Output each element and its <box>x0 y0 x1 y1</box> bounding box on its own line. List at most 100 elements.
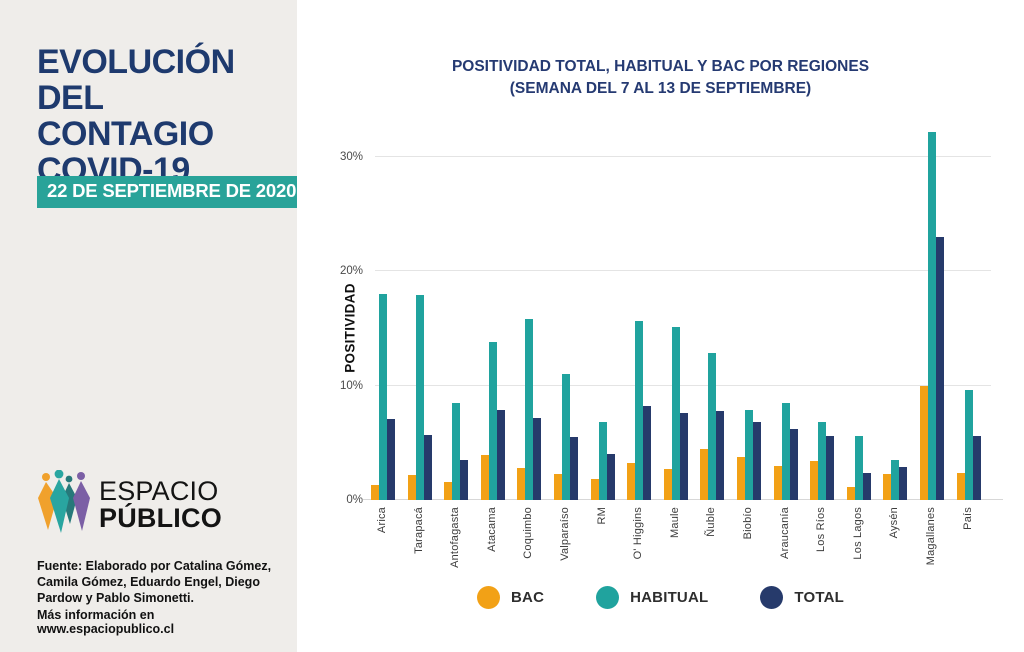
chart-title-line1: POSITIVIDAD TOTAL, HABITUAL Y BAC POR RE… <box>451 58 870 75</box>
bar-total-araucan-a <box>789 429 798 500</box>
bar-total-antofagasta <box>460 460 469 500</box>
bar-habitual-rm <box>598 422 607 500</box>
bar-total-pa-s <box>972 436 981 500</box>
bar-total-magallanes <box>936 237 944 500</box>
bar-bac--uble <box>700 448 709 500</box>
gridline-30 <box>375 156 991 158</box>
bar-bac-antofagasta <box>444 481 453 500</box>
y-tick-10: 10% <box>339 379 363 392</box>
page-title-line1: EVOLUCIÓN <box>37 43 235 81</box>
gridline-10 <box>375 384 991 386</box>
legend-label-bac: BAC <box>511 589 545 606</box>
bar-total--uble <box>716 410 725 500</box>
bar-bac-maule <box>663 469 672 500</box>
x-axis-label-los-r-os: Los Ríos <box>815 507 828 553</box>
legend-item-habitual: HABITUAL <box>596 586 708 609</box>
x-axis-label-maule: Maule <box>668 507 681 538</box>
x-axis-label-arica: Arica <box>376 507 388 534</box>
legend-label-total: TOTAL <box>794 589 844 606</box>
page-title-line2: DEL CONTAGIO <box>37 79 214 154</box>
espacio-publico-logo: ESPACIO PÚBLICO <box>36 469 276 539</box>
bar-habitual-los-lagos <box>854 436 863 500</box>
bar-total-atacama <box>496 409 505 500</box>
bar-total-coquimbo <box>533 417 542 500</box>
x-axis-label-pa-s: País <box>961 507 974 530</box>
bar-total-rm <box>606 454 615 500</box>
y-tick-30: 30% <box>339 151 363 164</box>
legend-swatch-habitual <box>596 586 620 609</box>
x-axis-label-atacama: Atacama <box>485 507 498 552</box>
bar-bac-araucan-a <box>773 465 782 500</box>
left-panel: EVOLUCIÓN DEL CONTAGIO COVID-19 22 DE SE… <box>0 0 307 652</box>
bar-habitual-coquimbo <box>525 319 534 500</box>
bar-habitual-arica <box>379 294 387 500</box>
x-axis-label-o-higgins: O' Higgins <box>632 507 645 560</box>
bar-bac-rm <box>590 479 599 500</box>
legend-item-total: TOTAL <box>760 586 844 609</box>
bar-bac-valpara-so <box>554 473 562 500</box>
website-link[interactable]: Más información en www.espaciopublico.cl <box>37 608 175 636</box>
legend-item-bac: BAC <box>477 586 544 609</box>
y-axis-title: POSITIVIDAD <box>342 283 358 373</box>
bar-habitual-valpara-so <box>562 374 570 500</box>
bar-total-tarapac- <box>423 434 432 500</box>
bar-habitual-biob-o <box>745 409 753 500</box>
bar-total-arica <box>387 418 395 500</box>
x-axis-label--uble: Ñuble <box>705 507 718 537</box>
x-axis-label-magallanes: Magallanes <box>925 507 937 566</box>
bar-bac-pa-s <box>956 472 965 500</box>
bar-habitual-ays-n <box>891 460 900 500</box>
bar-total-los-r-os <box>826 436 835 500</box>
legend-swatch-total <box>760 586 784 609</box>
x-axis-label-ays-n: Aysén <box>888 507 901 539</box>
chart-title-line2: (SEMANA DEL 7 AL 13 DE SEPTIEMBRE) <box>509 80 812 98</box>
legend-label-habitual: HABITUAL <box>630 589 709 606</box>
bar-habitual-los-r-os <box>818 422 827 500</box>
y-tick-20: 20% <box>339 265 363 278</box>
bar-habitual-araucan-a <box>781 402 790 500</box>
x-axis-label-biob-o: Biobío <box>742 507 754 540</box>
espacio-publico-logo-icon <box>36 469 92 539</box>
bar-habitual-maule <box>671 327 680 500</box>
bar-bac-magallanes <box>920 385 928 500</box>
x-axis-label-los-lagos: Los Lagos <box>851 507 864 560</box>
x-axis-label-araucan-a: Araucanía <box>778 507 791 559</box>
page-title: EVOLUCIÓN DEL CONTAGIO COVID-19 <box>37 44 277 188</box>
bar-bac-los-r-os <box>810 461 819 500</box>
bar-habitual-pa-s <box>964 390 973 500</box>
chart-panel: POSITIVIDAD TOTAL, HABITUAL Y BAC POR RE… <box>297 0 1024 652</box>
gridline-20 <box>375 270 991 272</box>
bar-habitual-atacama <box>488 342 497 500</box>
chart-legend: BAC HABITUAL TOTAL <box>297 586 1024 609</box>
x-axis-label-valpara-so: Valparaíso <box>559 507 571 561</box>
bar-habitual--uble <box>708 352 717 500</box>
x-axis-label-coquimbo: Coquimbo <box>522 507 535 559</box>
bar-habitual-o-higgins <box>635 320 644 500</box>
bar-habitual-antofagasta <box>452 402 461 500</box>
source-attribution: Fuente: Elaborado por Catalina Gómez, Ca… <box>37 559 272 605</box>
bar-total-los-lagos <box>862 472 871 500</box>
bar-habitual-magallanes <box>928 131 936 500</box>
bar-bac-tarapac- <box>407 474 416 500</box>
x-axis-label-tarapac-: Tarapacá <box>412 507 425 554</box>
espacio-publico-wordmark: ESPACIO PÚBLICO <box>99 476 222 533</box>
bar-total-maule <box>679 413 688 500</box>
bar-bac-arica <box>371 485 379 500</box>
x-axis-label-antofagasta: Antofagasta <box>449 507 462 568</box>
legend-swatch-bac <box>477 586 500 609</box>
bar-total-valpara-so <box>570 437 578 500</box>
bar-total-biob-o <box>753 422 761 500</box>
bar-bac-los-lagos <box>846 487 855 500</box>
y-tick-0: 0% <box>346 494 363 506</box>
date-badge: 22 DE SEPTIEMBRE DE 2020 <box>37 176 307 208</box>
bar-total-ays-n <box>899 466 908 500</box>
bar-bac-o-higgins <box>627 463 636 500</box>
x-axis-label-rm: RM <box>595 507 608 525</box>
bar-bac-coquimbo <box>517 468 526 500</box>
bar-total-o-higgins <box>643 406 652 500</box>
bar-habitual-tarapac- <box>415 295 424 500</box>
bar-bac-biob-o <box>737 456 745 500</box>
plot-area <box>363 125 1003 500</box>
bar-bac-ays-n <box>883 473 892 500</box>
